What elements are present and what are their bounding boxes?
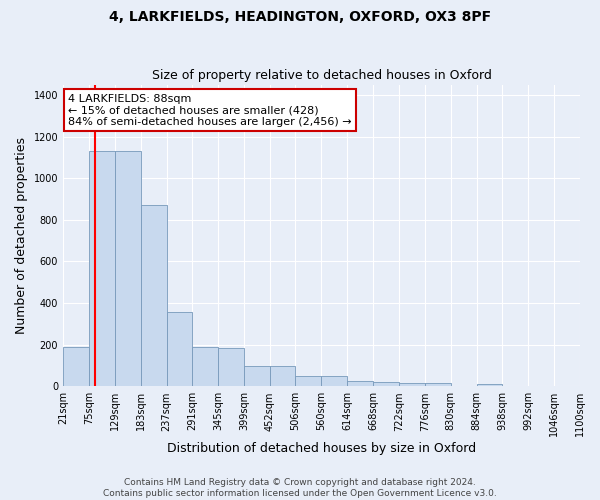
Bar xyxy=(167,312,193,386)
Y-axis label: Number of detached properties: Number of detached properties xyxy=(15,137,28,334)
Text: Contains HM Land Registry data © Crown copyright and database right 2024.
Contai: Contains HM Land Registry data © Crown c… xyxy=(103,478,497,498)
Bar xyxy=(373,382,399,386)
Bar xyxy=(321,376,347,386)
Bar xyxy=(218,348,244,387)
Bar xyxy=(347,381,373,386)
Bar xyxy=(244,366,269,386)
Bar xyxy=(476,384,502,386)
Bar xyxy=(295,376,321,386)
Bar xyxy=(89,151,115,386)
Bar xyxy=(63,347,89,387)
X-axis label: Distribution of detached houses by size in Oxford: Distribution of detached houses by size … xyxy=(167,442,476,455)
Bar xyxy=(140,206,167,386)
Bar xyxy=(115,151,140,386)
Bar xyxy=(269,366,295,386)
Text: 4 LARKFIELDS: 88sqm
← 15% of detached houses are smaller (428)
84% of semi-detac: 4 LARKFIELDS: 88sqm ← 15% of detached ho… xyxy=(68,94,352,127)
Bar xyxy=(193,347,218,387)
Bar xyxy=(399,383,425,386)
Text: 4, LARKFIELDS, HEADINGTON, OXFORD, OX3 8PF: 4, LARKFIELDS, HEADINGTON, OXFORD, OX3 8… xyxy=(109,10,491,24)
Bar xyxy=(425,383,451,386)
Title: Size of property relative to detached houses in Oxford: Size of property relative to detached ho… xyxy=(152,69,491,82)
